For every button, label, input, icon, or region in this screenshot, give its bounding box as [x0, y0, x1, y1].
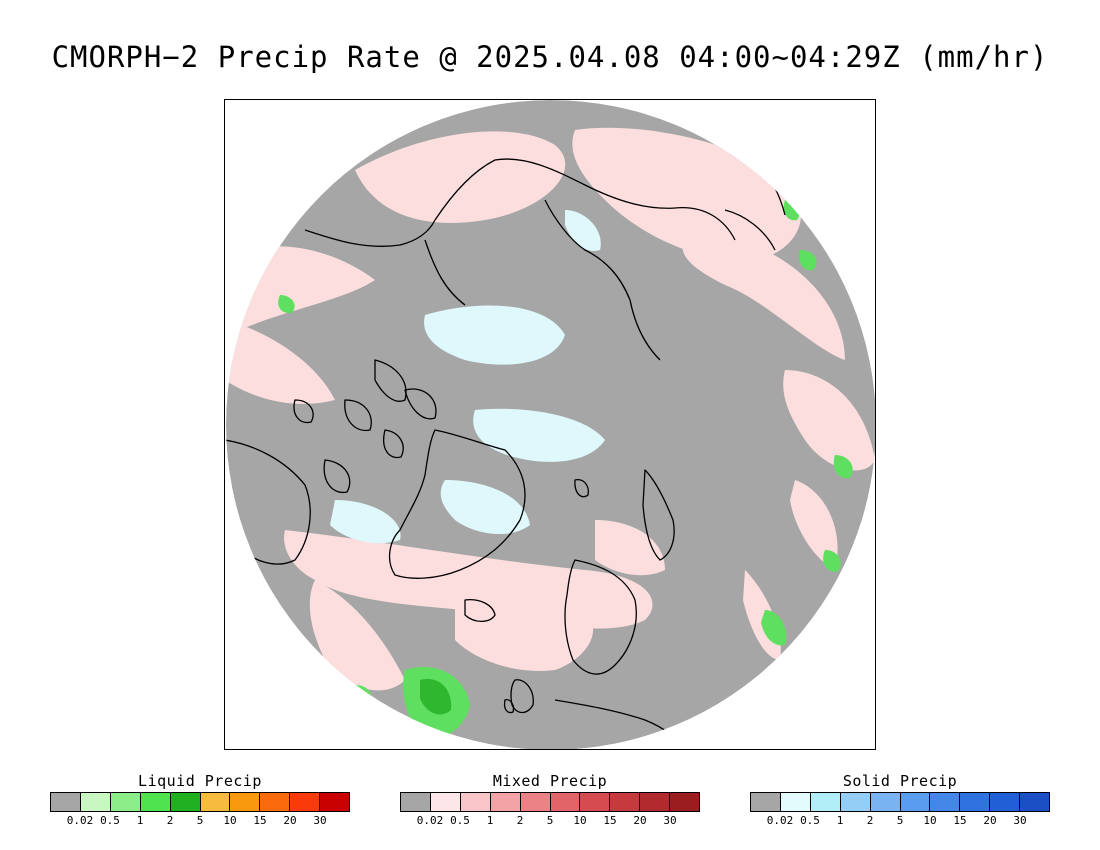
legend-tick-label: 20 [283, 814, 297, 827]
legend-title: Liquid Precip [138, 772, 262, 790]
legend-tick-labels: 0.02 0.5 1 2 5 10 15 20 30 [750, 812, 1050, 828]
legend-tick-label: 30 [1013, 814, 1027, 827]
legend-swatch [870, 793, 901, 811]
legend-tick-label: 1 [486, 814, 494, 827]
legend-tick-label: 2 [866, 814, 874, 827]
liquid-heavy-regions [420, 679, 452, 715]
legend-tick-label: 2 [166, 814, 174, 827]
legend-swatch [610, 793, 641, 811]
legend-tick-label: 1 [136, 814, 144, 827]
legend-tick-label: 10 [573, 814, 587, 827]
legend-tick-label: 0.02 [766, 814, 794, 827]
legend-swatch [460, 793, 491, 811]
legend-tick-label: 15 [603, 814, 617, 827]
legend-tick-labels: 0.02 0.5 1 2 5 10 15 20 30 [50, 812, 350, 828]
legend-tick-label: 10 [223, 814, 237, 827]
legend-tick-label: 5 [196, 814, 204, 827]
legend-tick-label: 20 [633, 814, 647, 827]
legend-solid: Solid Precip 0.02 0.5 1 2 5 10 15 20 30 [750, 770, 1050, 828]
legend-swatch [930, 793, 961, 811]
legend-swatch [320, 793, 350, 811]
legend-swatch [810, 793, 841, 811]
legend-tick-labels: 0.02 0.5 1 2 5 10 15 20 30 [400, 812, 700, 828]
legend-swatch [520, 793, 551, 811]
legend-swatch [80, 793, 111, 811]
legend-swatch [170, 793, 201, 811]
legend-swatch [900, 793, 931, 811]
map-panel[interactable] [224, 99, 876, 750]
coastlines [226, 158, 786, 749]
legend-swatch [550, 793, 581, 811]
legend-colorbar [400, 792, 700, 812]
legend-title: Solid Precip [842, 772, 958, 790]
legend-swatch [140, 793, 171, 811]
legend-swatch [990, 793, 1021, 811]
legend-colorbar [750, 792, 1050, 812]
legend-tick-label: 30 [313, 814, 327, 827]
legend-tick-label: 0.5 [450, 814, 470, 827]
legend-tick-label: 5 [896, 814, 904, 827]
legend-tick-label: 10 [923, 814, 937, 827]
legend-swatch [110, 793, 141, 811]
legend-swatch [1020, 793, 1050, 811]
legend-tick-label: 30 [663, 814, 677, 827]
legend-swatch [290, 793, 321, 811]
legend-tick-label: 5 [546, 814, 554, 827]
polar-map [226, 100, 875, 749]
legend-swatch [230, 793, 261, 811]
legend-tick-label: 15 [953, 814, 967, 827]
legend-tick-label: 0.02 [416, 814, 444, 827]
legend-tick-label: 15 [253, 814, 267, 827]
legend-swatch [260, 793, 291, 811]
legend-swatch [780, 793, 811, 811]
legend-mixed: Mixed Precip 0.02 0.5 1 2 5 10 15 20 30 [400, 770, 700, 828]
legend-tick-label: 0.02 [66, 814, 94, 827]
legend-tick-label: 0.5 [100, 814, 120, 827]
legend-swatch [840, 793, 871, 811]
legend-swatch [430, 793, 461, 811]
legend-swatch [401, 793, 431, 811]
legend-colorbar [50, 792, 350, 812]
legend-swatch [640, 793, 671, 811]
legend-swatch [200, 793, 231, 811]
legend-title: Mixed Precip [492, 772, 608, 790]
solid-precip-regions [330, 210, 605, 544]
legend-swatch [751, 793, 781, 811]
legend-liquid: Liquid Precip 0.02 0.5 1 2 5 10 15 20 30 [50, 770, 350, 828]
legend-tick-label: 1 [836, 814, 844, 827]
mixed-precip-regions [226, 127, 875, 691]
legend-tick-label: 20 [983, 814, 997, 827]
legend-swatch [960, 793, 991, 811]
legend-tick-label: 2 [516, 814, 524, 827]
legend-tick-label: 0.5 [800, 814, 820, 827]
legend-swatch [580, 793, 611, 811]
page-title: CMORPH−2 Precip Rate @ 2025.04.08 04:00~… [51, 40, 1049, 74]
legend-swatch [490, 793, 521, 811]
legend-swatch [670, 793, 700, 811]
legend-swatch [51, 793, 81, 811]
